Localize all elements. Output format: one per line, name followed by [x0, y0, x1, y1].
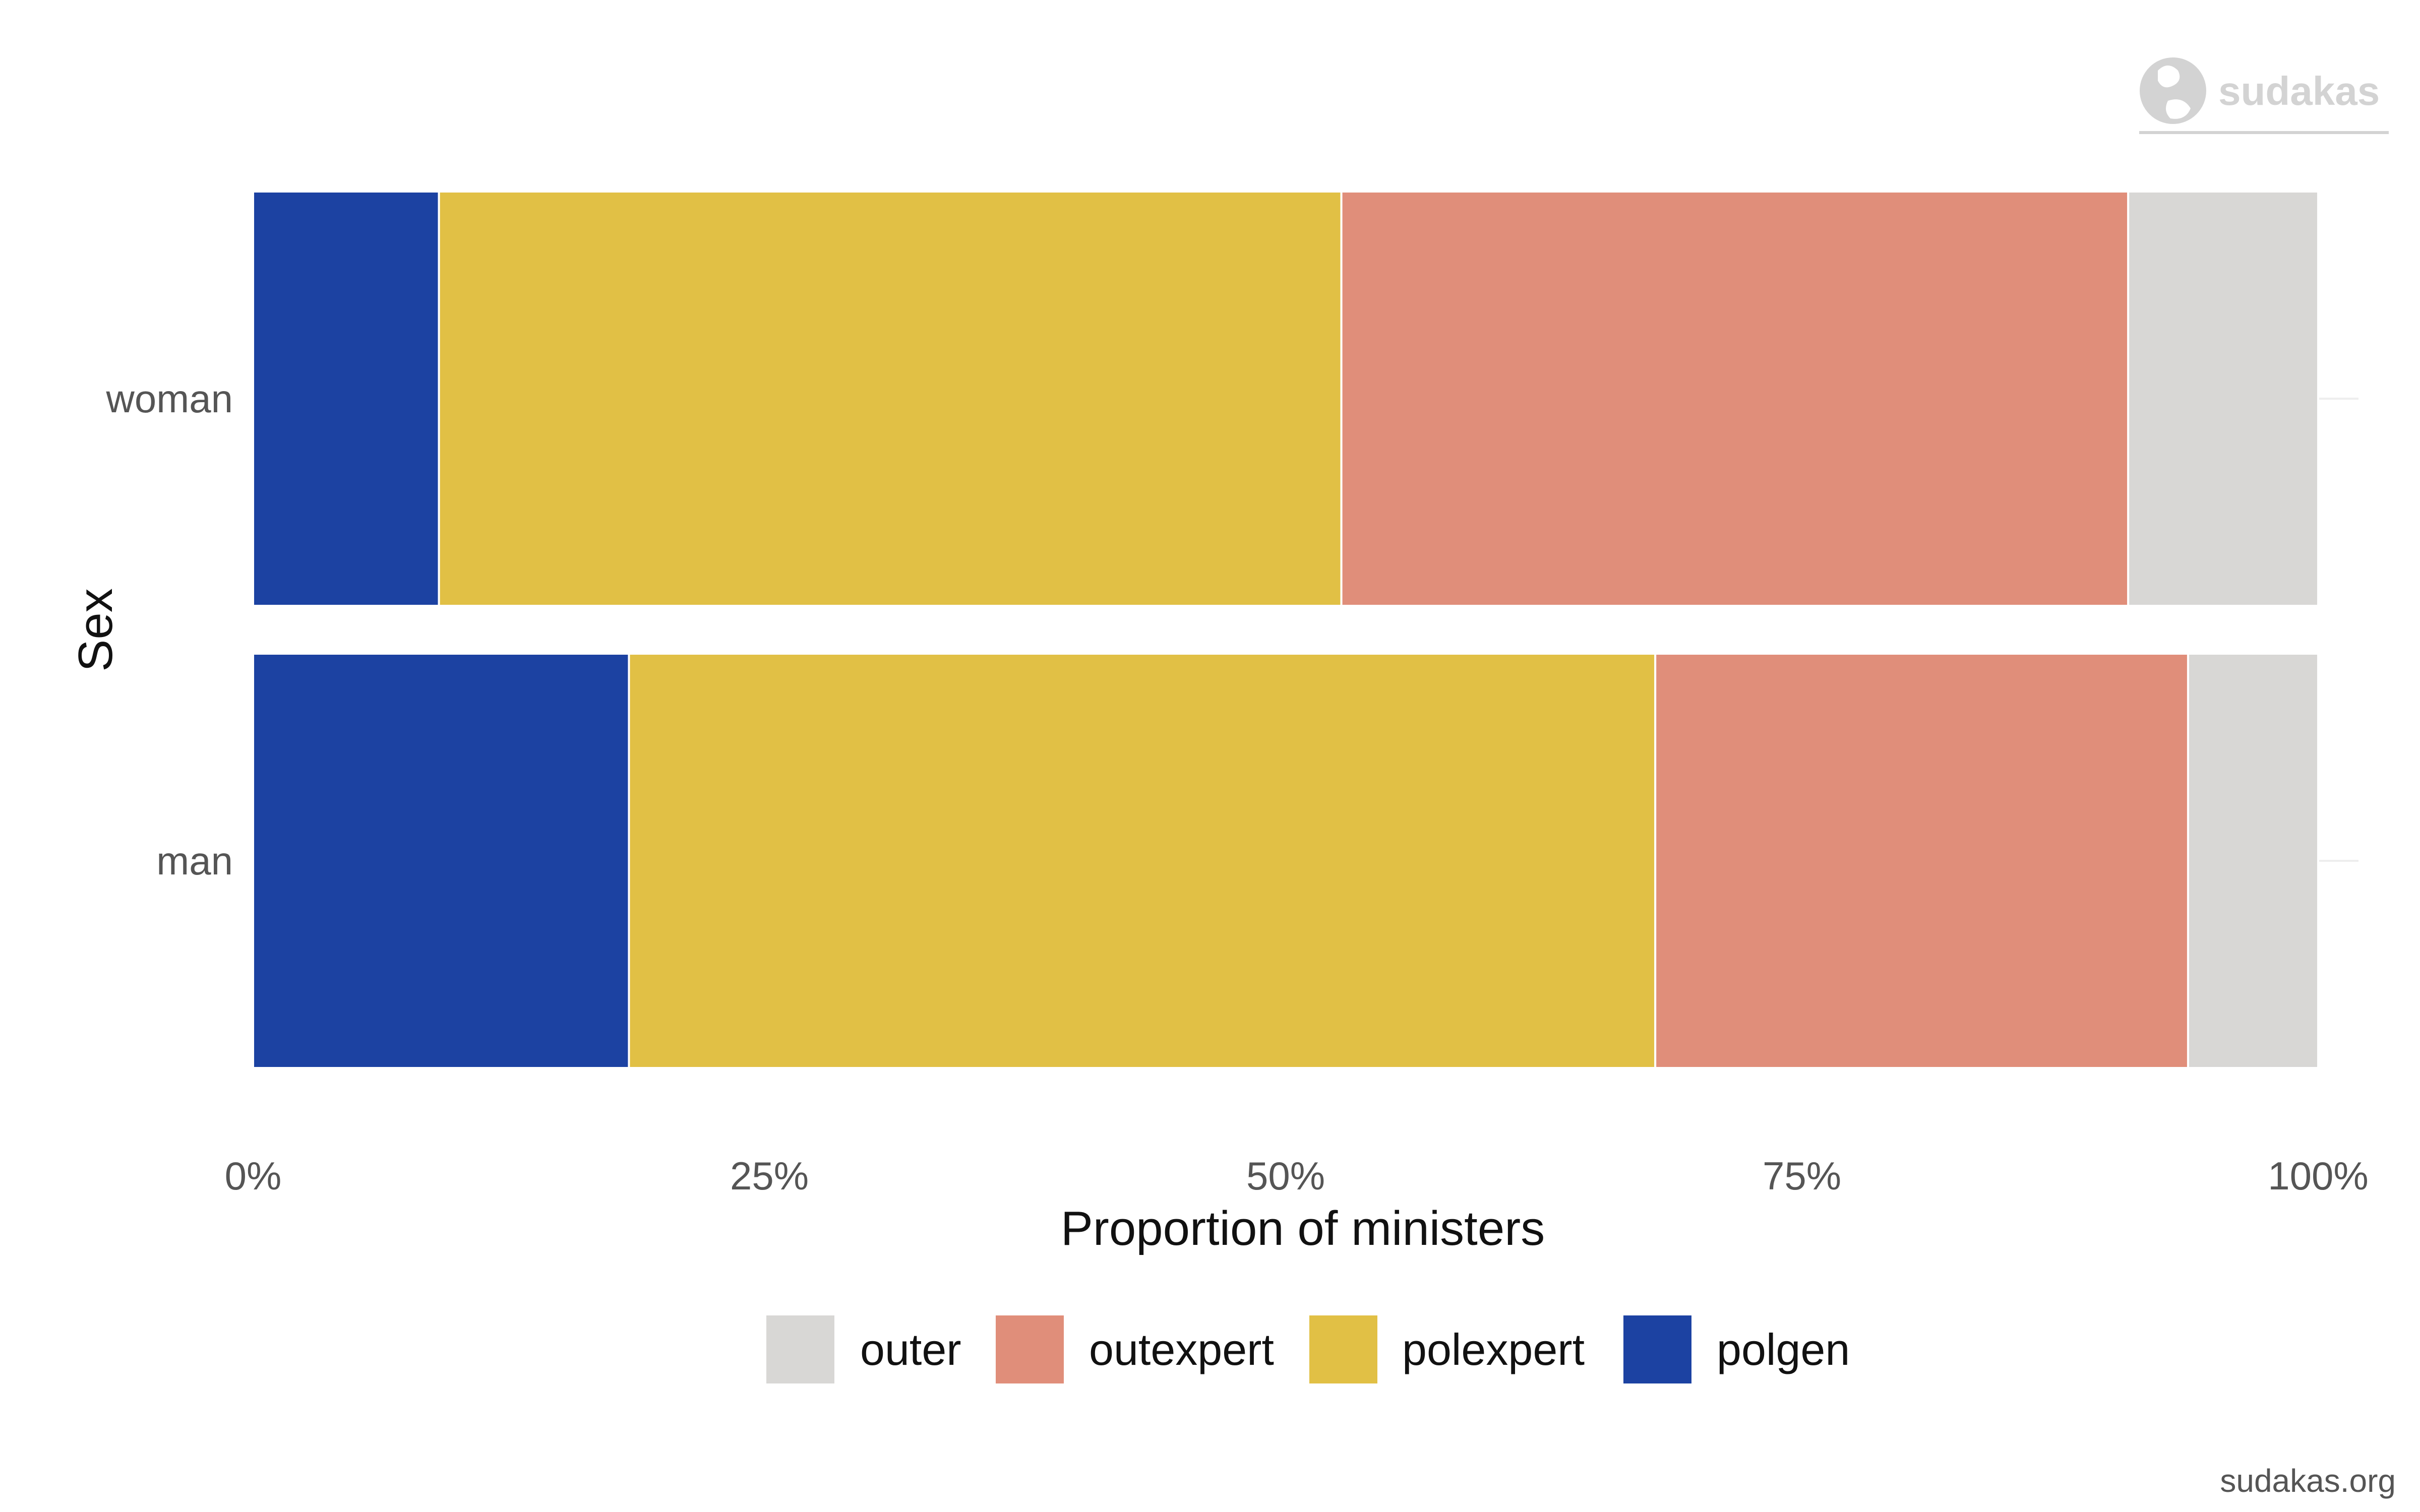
- y-tick-label: woman: [106, 376, 233, 421]
- legend-swatch-outexpert: [996, 1315, 1064, 1383]
- bar-woman-outexpert: [1340, 191, 2130, 607]
- legend-swatch-polexpert: [1309, 1315, 1377, 1383]
- x-tick-label: 0%: [225, 1154, 282, 1198]
- legend-swatch-outer: [766, 1315, 834, 1383]
- x-axis-title: Proportion of ministers: [1061, 1202, 1545, 1255]
- legend-label-polgen: polgen: [1717, 1325, 1850, 1374]
- x-tick-label: 25%: [730, 1154, 809, 1198]
- legend-label-polexpert: polexpert: [1402, 1325, 1585, 1374]
- bars-layer: [252, 191, 2358, 1069]
- y-axis-title: Sex: [69, 588, 123, 671]
- bar-woman-polexpert: [438, 191, 1343, 607]
- bar-man-polgen: [252, 653, 630, 1069]
- legend-label-outer: outer: [860, 1325, 961, 1374]
- ticks-layer: woman man 0% 25% 50% 75% 100%: [106, 376, 2369, 1198]
- legend: outer outexpert polexpert polgen: [766, 1315, 1850, 1383]
- y-tick-label: man: [156, 839, 233, 883]
- legend-swatch-polgen: [1623, 1315, 1691, 1383]
- x-tick-label: 100%: [2268, 1154, 2369, 1198]
- brand-logo-text: sudakas: [2218, 69, 2380, 113]
- globe-icon: [2140, 57, 2206, 124]
- legend-label-outexpert: outexpert: [1089, 1325, 1274, 1374]
- bar-woman-outer: [2127, 191, 2319, 607]
- x-tick-label: 50%: [1246, 1154, 1325, 1198]
- bar-man-polexpert: [628, 653, 1657, 1069]
- bar-woman-polgen: [252, 191, 440, 607]
- x-tick-label: 75%: [1763, 1154, 1841, 1198]
- brand-underline: [2139, 131, 2389, 134]
- source-caption: sudakas.org: [2220, 1463, 2396, 1499]
- brand-logo: sudakas: [2139, 57, 2389, 134]
- bar-man-outexpert: [1654, 653, 2189, 1069]
- bar-man-outer: [2187, 653, 2320, 1069]
